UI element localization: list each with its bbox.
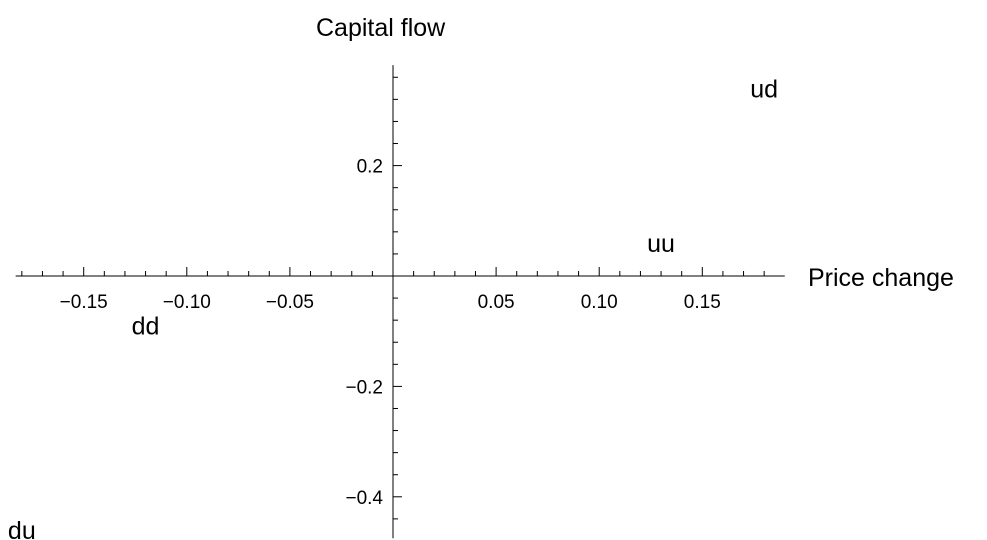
data-points: ud uu dd du bbox=[8, 75, 778, 540]
data-point-du: du bbox=[8, 517, 36, 540]
x-tick-label: 0.10 bbox=[581, 292, 618, 313]
x-tick-label: −0.05 bbox=[266, 292, 314, 313]
x-tick-label: −0.10 bbox=[163, 292, 211, 313]
data-point-dd: dd bbox=[132, 313, 160, 341]
tick-labels: −0.15 −0.10 −0.05 0.05 0.10 0.15 0.2 −0.2 −0.4 bbox=[60, 157, 721, 509]
data-point-ud: ud bbox=[750, 75, 778, 103]
y-axis-title: Capital flow bbox=[316, 14, 446, 42]
data-point-uu: uu bbox=[647, 230, 675, 258]
x-tick-label: −0.15 bbox=[60, 292, 108, 313]
y-tick-label: −0.2 bbox=[345, 377, 383, 398]
tick-marks bbox=[21, 76, 765, 520]
y-tick-label: −0.4 bbox=[345, 488, 383, 509]
x-axis-title: Price change bbox=[808, 264, 954, 292]
x-tick-label: 0.05 bbox=[478, 292, 515, 313]
axes bbox=[15, 65, 785, 539]
x-tick-label: 0.15 bbox=[684, 292, 721, 313]
y-tick-label: 0.2 bbox=[357, 157, 383, 178]
